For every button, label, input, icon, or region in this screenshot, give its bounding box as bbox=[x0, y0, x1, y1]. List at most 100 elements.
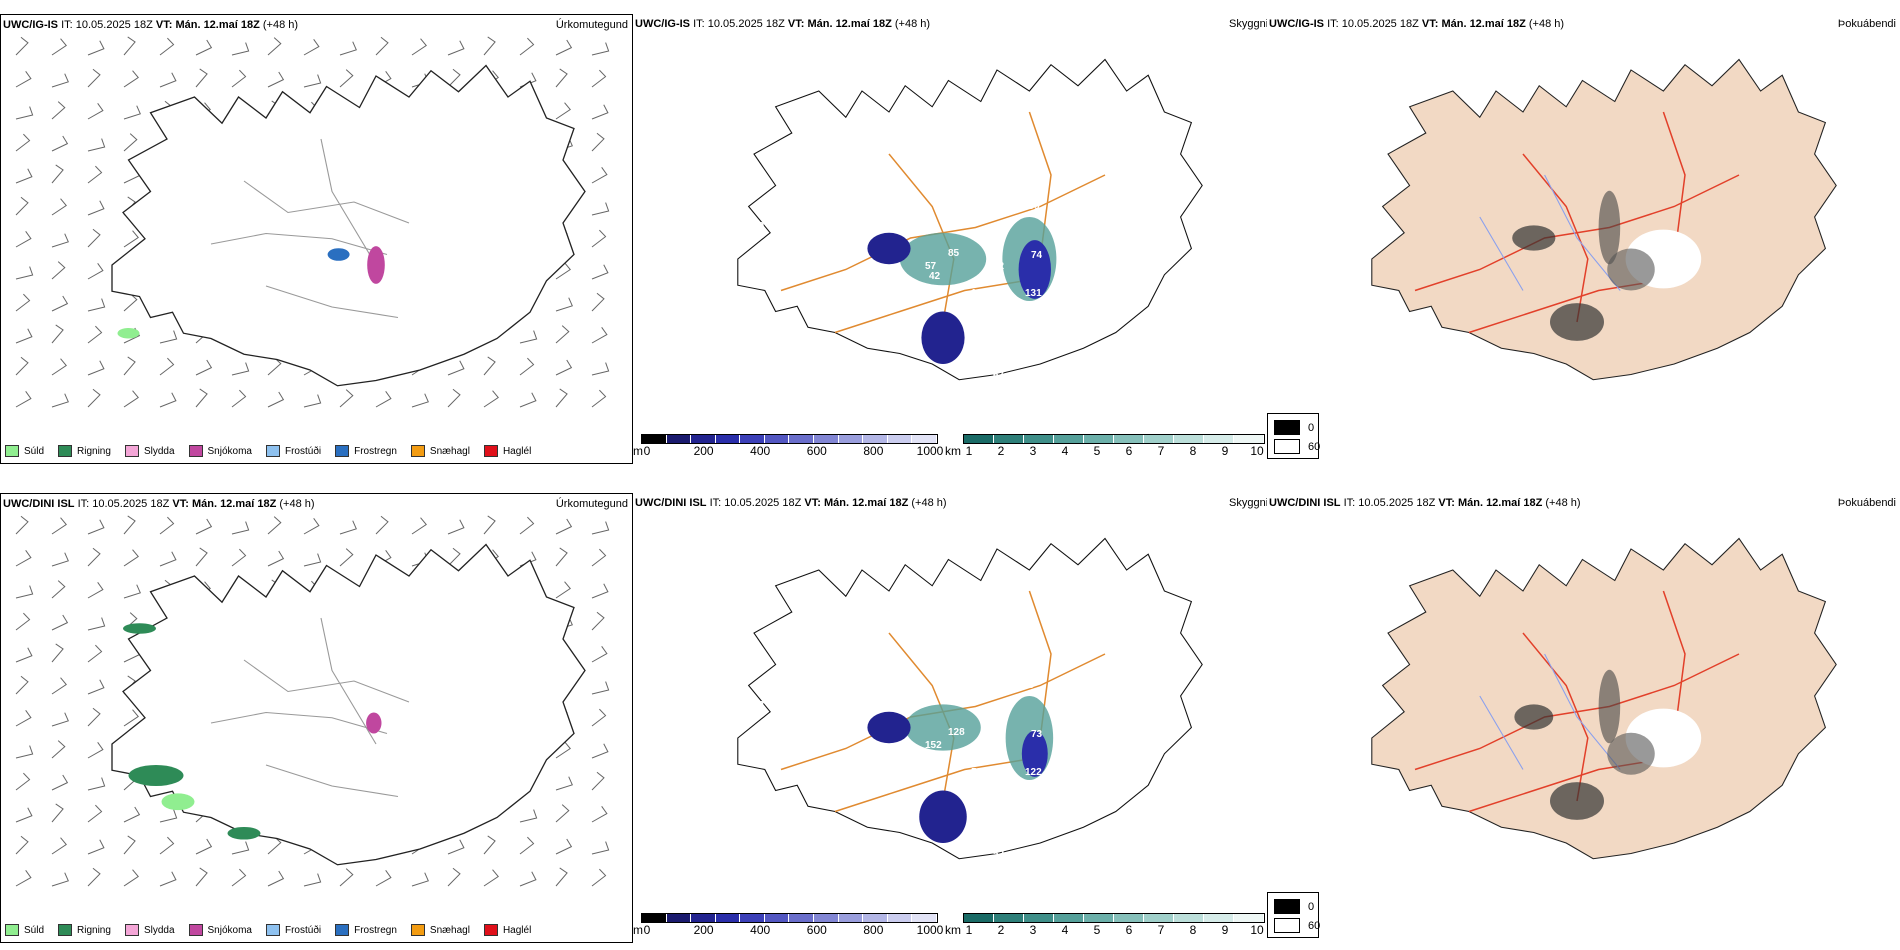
wind-barb bbox=[123, 70, 139, 88]
legend-swatch bbox=[124, 445, 139, 457]
wind-barb bbox=[87, 867, 101, 887]
wind-barb bbox=[519, 871, 537, 887]
wind-barb bbox=[303, 74, 322, 88]
colorbar-tick: 1 bbox=[965, 444, 973, 458]
colorbar-tick: 0 bbox=[643, 444, 651, 458]
wind-barb bbox=[87, 200, 105, 216]
cloud-base-value: 148 bbox=[971, 288, 988, 299]
wind-barb bbox=[195, 838, 213, 855]
wind-barb bbox=[51, 295, 69, 312]
cloud-base-value: 74 bbox=[1031, 250, 1043, 261]
legend-item: Súld bbox=[5, 445, 44, 457]
wind-barb bbox=[51, 38, 67, 56]
legend-item: Súld bbox=[5, 924, 44, 936]
legend-item: Haglél bbox=[483, 924, 531, 936]
wind-barb bbox=[123, 230, 139, 248]
fog-swatch bbox=[1274, 439, 1300, 454]
precip-map bbox=[15, 515, 610, 887]
wind-barb bbox=[15, 168, 33, 184]
cloud-base-value: 92 bbox=[753, 735, 765, 746]
cloud-base-value: 67 bbox=[1003, 342, 1015, 353]
drizzle-area bbox=[161, 793, 195, 811]
rain-area bbox=[123, 623, 156, 634]
wind-barb bbox=[555, 39, 573, 56]
colorbar-tick: 7 bbox=[1157, 444, 1165, 458]
wind-barb bbox=[555, 102, 571, 120]
wind-barb bbox=[87, 228, 101, 248]
height-colorbar-strip bbox=[641, 913, 938, 923]
fog-swatch bbox=[1274, 918, 1300, 933]
wind-barb bbox=[15, 266, 34, 280]
wind-barb bbox=[375, 515, 389, 535]
cloud-base-value: 57 bbox=[925, 261, 937, 272]
wind-barb bbox=[591, 202, 610, 216]
wind-barb bbox=[87, 40, 105, 56]
rain-area bbox=[128, 765, 184, 786]
wind-barb bbox=[231, 548, 247, 567]
wind-barb bbox=[267, 516, 282, 535]
precip-legend: Súld Rigning Slydda Snjókoma Frostúði Frostre… bbox=[5, 445, 531, 457]
wind-barb bbox=[447, 68, 461, 88]
cloud-base-value: 67 bbox=[775, 715, 787, 726]
wind-barb bbox=[591, 292, 605, 312]
wind-barb bbox=[591, 646, 608, 663]
wind-barb bbox=[195, 867, 208, 887]
panel-header: UWC/IG-IS IT: 10.05.2025 18Z VT: Mán. 12… bbox=[635, 18, 931, 30]
legend-item: Frostúði bbox=[265, 445, 321, 457]
wind-barb bbox=[51, 580, 66, 599]
wind-barb bbox=[159, 72, 177, 88]
height-vis-panel-2: UWC/DINI ISL IT: 10.05.2025 18Z VT: Mán.… bbox=[633, 493, 1267, 943]
wind-barb bbox=[123, 105, 141, 120]
wind-barb bbox=[87, 298, 106, 312]
wind-barb bbox=[51, 393, 69, 408]
wind-barb bbox=[411, 872, 429, 887]
cloud-base-value: 122 bbox=[1025, 767, 1042, 778]
wind-barb bbox=[15, 106, 34, 120]
wind-barb bbox=[231, 42, 250, 56]
wind-barb bbox=[51, 324, 64, 344]
wind-barb bbox=[51, 552, 69, 567]
cloud-base-value: 65 bbox=[981, 336, 993, 347]
wind-barb bbox=[15, 772, 31, 791]
wind-barb bbox=[483, 869, 499, 887]
cloud-base-value: 71 bbox=[993, 713, 1005, 724]
legend-swatch bbox=[335, 924, 350, 936]
colorbar-tick: 1000 bbox=[916, 444, 944, 458]
rain-area bbox=[227, 826, 261, 840]
wind-barb bbox=[123, 869, 139, 887]
wind-barb bbox=[87, 138, 106, 152]
wind-barb bbox=[447, 40, 465, 56]
wind-barb bbox=[447, 547, 461, 567]
vis-colorbar-strip bbox=[963, 434, 1265, 444]
fog-swatch bbox=[1274, 420, 1300, 435]
wind-barb bbox=[87, 263, 104, 280]
wind-barb bbox=[555, 518, 573, 535]
legend-item: Frostregn bbox=[335, 924, 397, 936]
wind-barb bbox=[15, 585, 34, 599]
legend-item: Slydda bbox=[124, 924, 175, 936]
wind-barb bbox=[15, 71, 32, 88]
colorbar-tick: 0 bbox=[643, 923, 651, 937]
wind-barb bbox=[519, 392, 537, 408]
wind-barb bbox=[267, 37, 282, 56]
wind-barb bbox=[15, 745, 34, 759]
wind-barb bbox=[555, 359, 573, 376]
wind-barb bbox=[339, 868, 354, 887]
freezing-rain-area bbox=[327, 248, 350, 261]
wind-barb bbox=[159, 809, 178, 823]
wind-barb bbox=[447, 867, 461, 887]
cloud-base-value: 51 bbox=[978, 835, 990, 846]
wind-barb bbox=[87, 679, 105, 695]
wind-barb bbox=[15, 391, 32, 408]
wind-barb bbox=[87, 325, 103, 344]
precip-title: Úrkomutegund bbox=[555, 498, 628, 510]
colorbar-tick: 1000 bbox=[916, 923, 944, 937]
colorbar-tick: 4 bbox=[1061, 444, 1069, 458]
legend-swatch bbox=[5, 445, 19, 457]
wind-barb bbox=[195, 39, 213, 56]
wind-barb bbox=[591, 389, 607, 408]
wind-barb bbox=[231, 521, 250, 535]
wind-barb bbox=[123, 835, 136, 855]
wind-barb bbox=[123, 133, 138, 152]
wind-barb bbox=[591, 708, 607, 727]
